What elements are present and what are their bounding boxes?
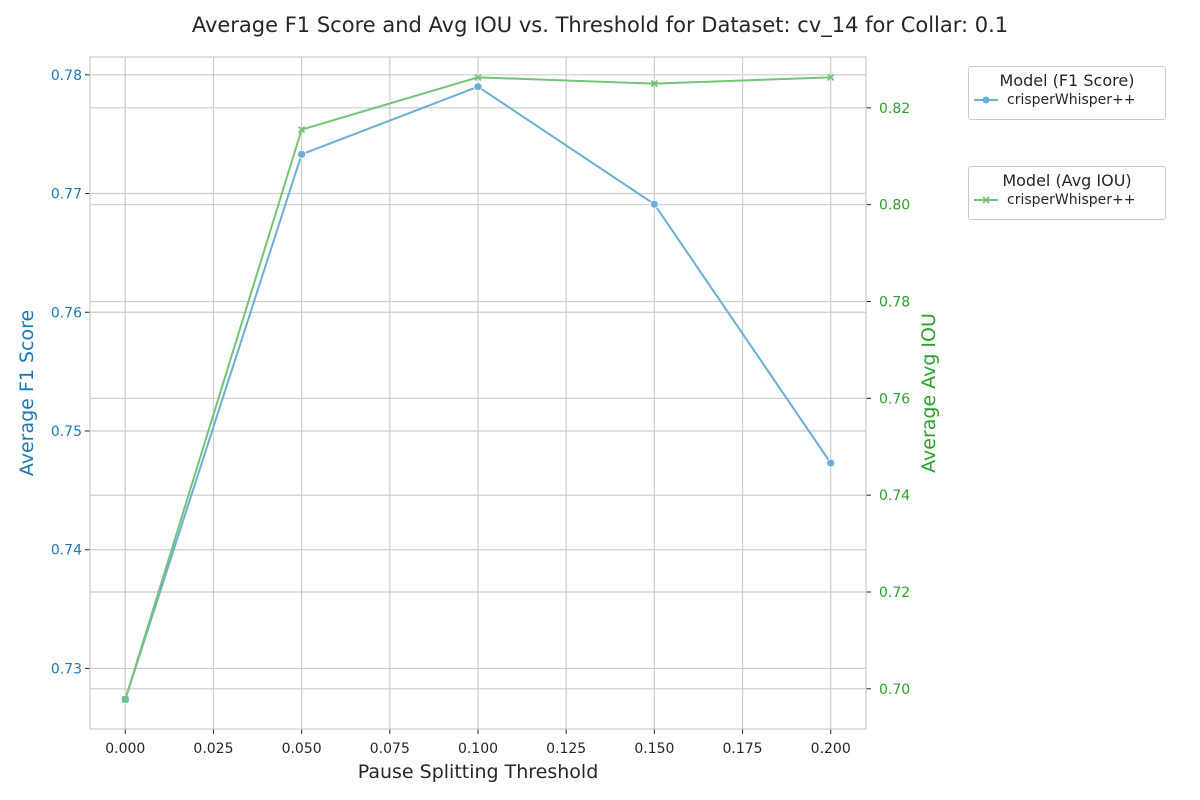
- x-axis-label: Pause Splitting Threshold: [358, 761, 599, 783]
- legend-iou-title: Model (Avg IOU): [1002, 171, 1132, 190]
- y-axis-left-label: Average F1 Score: [16, 310, 38, 476]
- x-marker-stroke: [297, 125, 306, 134]
- series-0-point: [297, 149, 307, 159]
- legend-iou-entry: crisperWhisper++: [969, 190, 1165, 212]
- series-1-point: [121, 695, 129, 704]
- y-right-tick-label: 0.72: [879, 585, 910, 601]
- legend-f1-label: crisperWhisper++: [1007, 92, 1136, 108]
- y-left-tick-label: 0.73: [51, 661, 82, 677]
- legend-f1: Model (F1 Score) crisperWhisper++: [968, 66, 1166, 120]
- series-0-point: [826, 458, 836, 468]
- x-tick-label: 0.000: [105, 741, 145, 757]
- y-right-tick-label: 0.80: [879, 198, 910, 214]
- x-marker-stroke: [474, 73, 482, 81]
- x-marker-stroke: [827, 73, 835, 81]
- y-right-tick-label: 0.82: [879, 101, 910, 117]
- y-left-tick-label: 0.74: [51, 543, 82, 559]
- x-tick-label: 0.200: [811, 741, 851, 757]
- x-tick-label: 0.175: [722, 741, 762, 757]
- x-marker-stroke: [121, 695, 129, 704]
- x-tick-label: 0.050: [282, 741, 322, 757]
- legend-f1-swatch: [974, 96, 998, 104]
- x-tick-label: 0.075: [370, 741, 410, 757]
- y-right-tick-label: 0.78: [879, 294, 910, 310]
- y-right-tick-label: 0.74: [879, 488, 910, 504]
- x-tick-label: 0.125: [546, 741, 586, 757]
- legend-iou-label: crisperWhisper++: [1007, 192, 1136, 208]
- x-marker-stroke: [650, 79, 659, 88]
- chart-title: Average F1 Score and Avg IOU vs. Thresho…: [192, 13, 1008, 38]
- series-1-point: [827, 73, 835, 81]
- legend-f1-title: Model (F1 Score): [999, 71, 1135, 90]
- series-1-point: [297, 125, 306, 134]
- legend-iou-swatch: [974, 196, 998, 204]
- axes-layer: 0.000 0.025 0.050 0.075 0.100 0.125 0.150 0.175…: [51, 68, 910, 757]
- series-1-point: [650, 79, 659, 88]
- x-tick-label: 0.150: [634, 741, 674, 757]
- plot-frame: [89, 56, 867, 730]
- x-tick-label: 0.100: [458, 741, 498, 757]
- y-right-tick-label: 0.70: [879, 682, 910, 698]
- series-0-point: [473, 82, 483, 92]
- y-axis-right-label: Average Avg IOU: [918, 313, 940, 473]
- legend-iou: Model (Avg IOU) crisperWhisper++: [968, 166, 1166, 220]
- series-1-point: [474, 73, 482, 81]
- y-left-tick-label: 0.77: [51, 187, 82, 203]
- y-right-tick-label: 0.76: [879, 391, 910, 407]
- legend-f1-entry: crisperWhisper++: [969, 90, 1165, 112]
- grid-layer: [90, 57, 866, 729]
- y-left-tick-label: 0.78: [51, 68, 82, 84]
- series-layer: [120, 73, 836, 704]
- y-left-tick-label: 0.76: [51, 305, 82, 321]
- y-left-tick-label: 0.75: [51, 424, 82, 440]
- x-tick-label: 0.025: [193, 741, 233, 757]
- series-0-point: [649, 199, 659, 209]
